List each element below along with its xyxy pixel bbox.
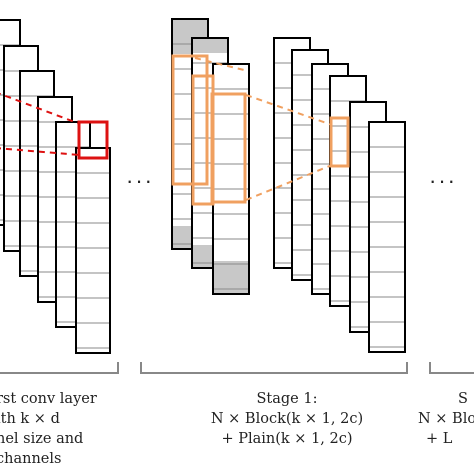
first-stack-column-6-outline: [75, 147, 111, 354]
stage1-column-2-shade-top: [193, 39, 227, 53]
stage1-label: Stage 1: N × Block(k × 1, 2c) + Plain(k …: [187, 389, 387, 449]
orange-connector-1: [194, 57, 245, 71]
orange-field-box-1: [171, 54, 209, 186]
bracket-1: [0, 362, 119, 374]
orange-connector-3: [245, 164, 333, 201]
ellipsis-1: ···: [126, 168, 154, 193]
orange-field-box-3: [210, 92, 247, 204]
stage-next-label-line1: S: [458, 391, 468, 407]
first-conv-label-line3: nel size and: [0, 431, 84, 447]
stage1-column-9-outline: [368, 121, 406, 353]
first-conv-label-line1: rst conv layer: [0, 391, 97, 407]
stage-next-label-line2: N × Block: [418, 411, 474, 427]
first-stack-column-6-frame: [75, 147, 111, 354]
first-stack-column-6: [75, 147, 111, 354]
bracket-2: [140, 362, 408, 374]
orange-target-box: [329, 116, 350, 168]
stage1-label-line1: Stage 1:: [256, 391, 318, 407]
first-conv-layer-stack: [0, 19, 111, 354]
stage-next-label: S N × Block + L: [418, 389, 474, 449]
stage1-stack: [171, 18, 406, 353]
red-connector-1: [0, 92, 81, 125]
red-kernel-box: [77, 120, 109, 160]
bracket-3: [429, 362, 474, 374]
red-connector-2: [0, 147, 81, 156]
first-conv-label: rst conv layer ith k × d nel size and ch…: [0, 389, 97, 469]
orange-connector-2: [245, 94, 333, 126]
receptive-field-connectors: [0, 57, 333, 201]
stage1-label-line3: + Plain(k × 1, 2c): [221, 431, 353, 447]
stage1-label-line2: N × Block(k × 1, 2c): [210, 411, 364, 427]
first-conv-label-line2: ith k × d: [0, 411, 60, 427]
stage-brackets: [0, 362, 474, 374]
stage1-column-3-shade-bottom: [214, 261, 248, 293]
stage1-column-9: [368, 121, 406, 353]
stage-next-label-line3: + L: [426, 431, 453, 447]
first-conv-label-line4: channels: [0, 451, 62, 467]
ellipsis-2: ···: [429, 168, 457, 193]
stage1-column-9-frame: [368, 121, 406, 353]
